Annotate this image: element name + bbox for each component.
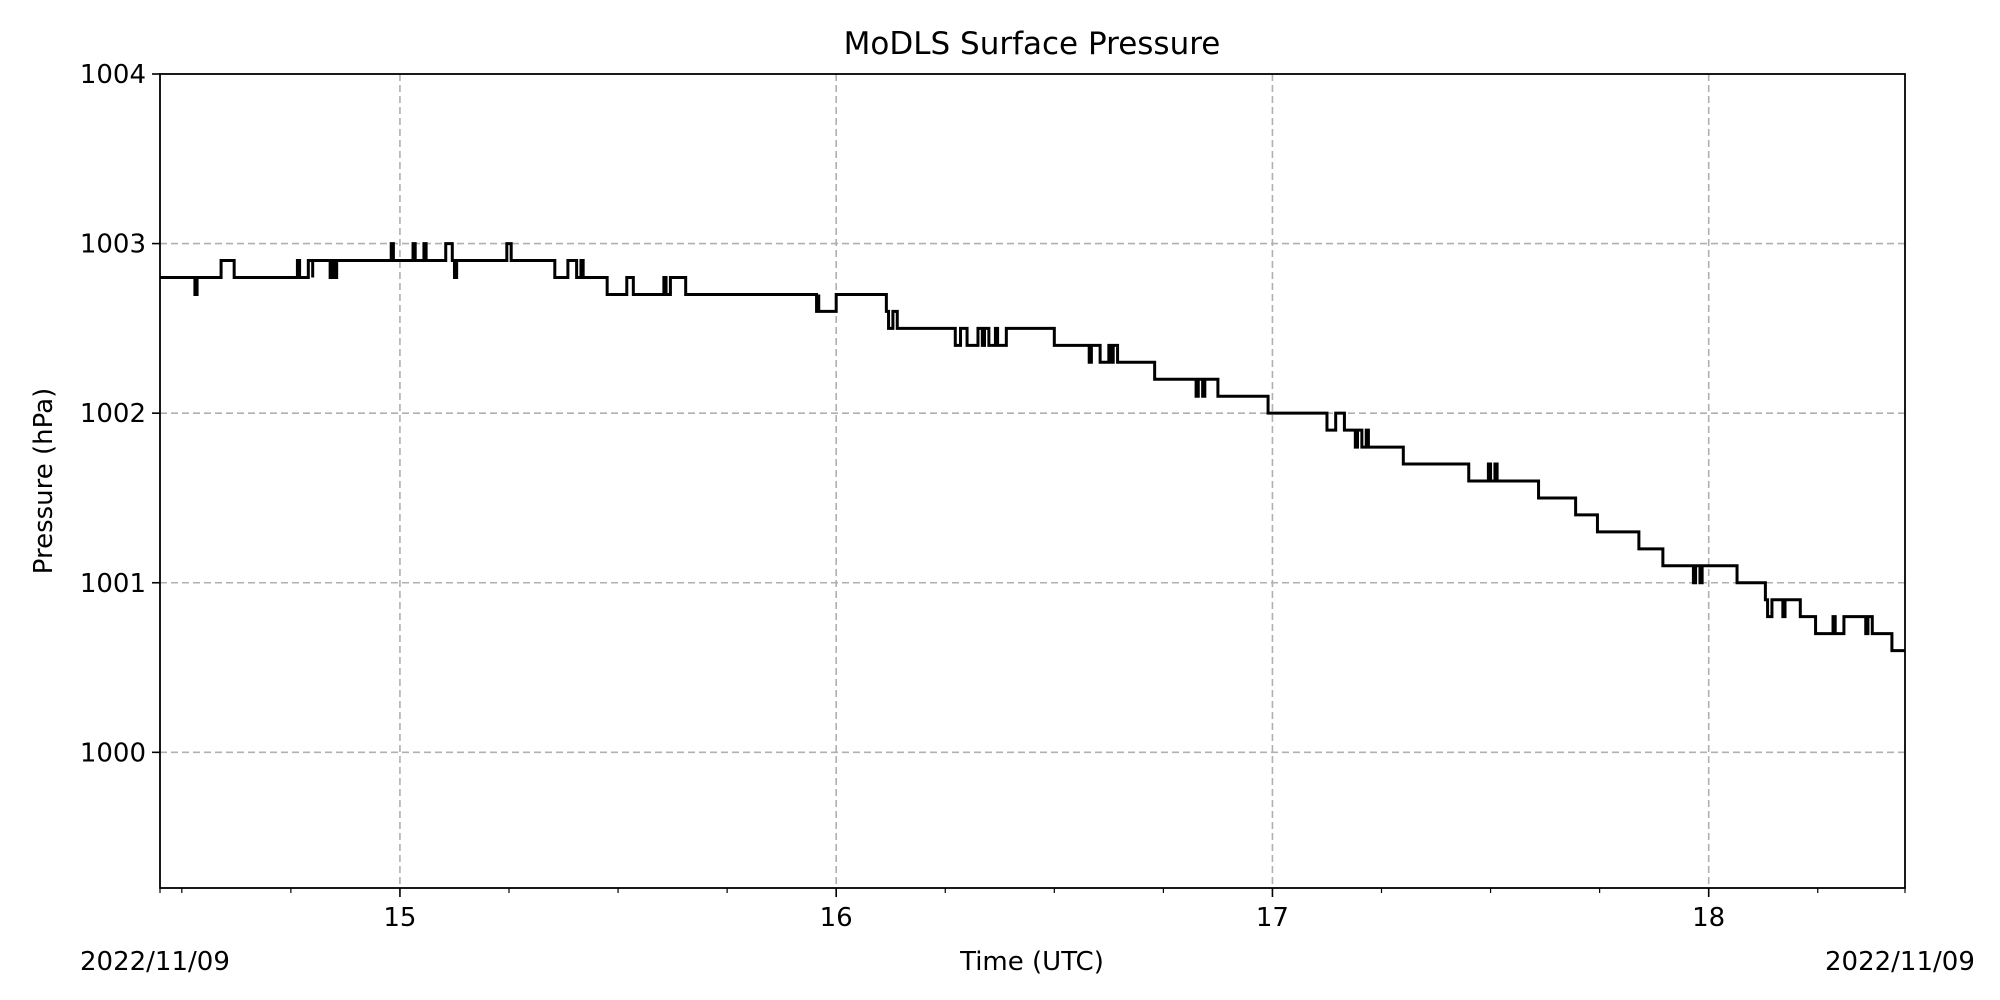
y-tick-label: 1001 bbox=[80, 569, 146, 599]
pressure-series-line bbox=[160, 242, 1905, 653]
x-tick-label: 16 bbox=[820, 903, 853, 933]
y-tick-label: 1004 bbox=[80, 60, 146, 90]
x-corner-label-left: 2022/11/09 bbox=[80, 947, 230, 977]
y-tick-label: 1000 bbox=[80, 738, 146, 768]
y-tick-label: 1003 bbox=[80, 230, 146, 260]
plot-background bbox=[160, 74, 1905, 888]
y-axis-title: Pressure (hPa) bbox=[29, 388, 59, 575]
x-tick-label: 17 bbox=[1256, 903, 1289, 933]
x-corner-label-right: 2022/11/09 bbox=[1825, 947, 1975, 977]
y-axis: 1000 1001 1002 1003 1004 bbox=[80, 60, 160, 768]
x-axis: 15 16 17 18 bbox=[159, 888, 1906, 933]
x-tick-label: 18 bbox=[1692, 903, 1725, 933]
x-tick-label: 15 bbox=[383, 903, 416, 933]
chart-title: MoDLS Surface Pressure bbox=[844, 26, 1221, 62]
x-axis-title: Time (UTC) bbox=[959, 947, 1104, 977]
plot-frame bbox=[159, 73, 1906, 889]
y-tick-label: 1002 bbox=[80, 399, 146, 429]
